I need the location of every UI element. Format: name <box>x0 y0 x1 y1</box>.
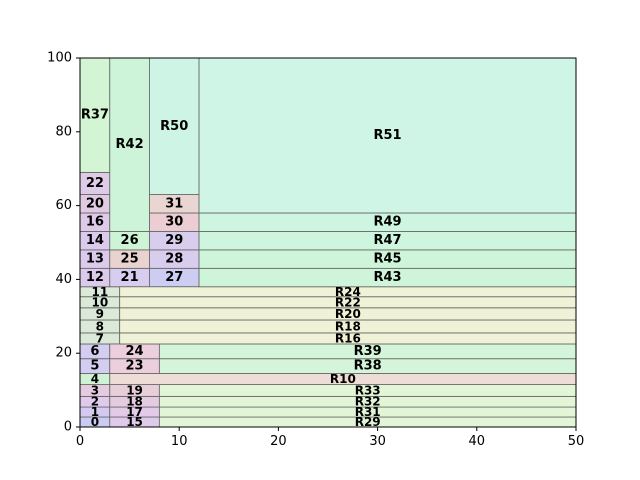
x-tick-label: 10 <box>171 434 188 449</box>
cell-label: R31 <box>355 405 381 419</box>
cell-label: 7 <box>96 331 104 345</box>
cell-label: 8 <box>96 319 104 333</box>
cell-label: R18 <box>335 319 361 333</box>
cell-label: 21 <box>121 270 139 285</box>
y-axis: 0 20 40 60 80 100 <box>47 51 80 435</box>
x-axis: 0 10 20 30 40 50 <box>76 427 584 449</box>
cell-label: 2 <box>91 395 99 409</box>
cell-label: 12 <box>86 270 104 285</box>
cell-label: 15 <box>126 415 143 429</box>
x-tick-label: 20 <box>270 434 287 449</box>
cell-label: 30 <box>165 215 183 230</box>
cell-label: R24 <box>335 285 361 299</box>
cell-label: R43 <box>373 270 401 285</box>
treemap-cell <box>109 57 150 232</box>
cell-label: R50 <box>160 119 188 134</box>
cell-label: 0 <box>91 415 99 429</box>
y-tick-label: 40 <box>55 272 72 287</box>
cell-label: R37 <box>81 108 109 123</box>
y-tick-label: 60 <box>55 198 72 213</box>
cell-label: 20 <box>86 196 104 211</box>
cell-label: 26 <box>121 233 139 248</box>
cell-label: 4 <box>91 372 99 386</box>
cell-label: 16 <box>86 215 104 230</box>
plot-frame <box>79 57 577 428</box>
x-tick-label: 50 <box>568 434 585 449</box>
cell-label: 18 <box>126 395 143 409</box>
treemap-cell <box>149 57 200 195</box>
cell-label: 24 <box>126 344 144 359</box>
cell-label: 10 <box>91 295 108 309</box>
cell-label: R16 <box>335 331 361 345</box>
cell-label: R47 <box>373 233 401 248</box>
cell-label: 25 <box>121 252 139 267</box>
cell-label: 28 <box>165 252 183 267</box>
cell-label: 23 <box>126 359 144 374</box>
y-tick-label: 100 <box>47 51 72 66</box>
cell-label: 14 <box>86 233 104 248</box>
cell-label: R49 <box>373 215 401 230</box>
cell-label: 5 <box>90 359 99 374</box>
x-tick-label: 30 <box>369 434 386 449</box>
x-tick-label: 40 <box>469 434 486 449</box>
cell-label: 3 <box>91 383 99 397</box>
cell-label: R39 <box>354 344 382 359</box>
cell-label: R51 <box>373 128 401 143</box>
cell-label: R38 <box>354 359 382 374</box>
cell-label: R29 <box>355 415 381 429</box>
cell-label: R10 <box>330 372 356 386</box>
y-tick-label: 80 <box>55 124 72 139</box>
y-tick-label: 20 <box>55 346 72 361</box>
cell-label: R32 <box>355 395 381 409</box>
cell-label: 27 <box>165 270 183 285</box>
cell-label: 17 <box>126 405 143 419</box>
x-tick-label: 0 <box>76 434 84 449</box>
cell-label: R33 <box>355 383 381 397</box>
cell-label: 22 <box>86 176 104 191</box>
cell-labels-layer: 01234567891011121314162022R3715171819232… <box>81 108 402 429</box>
cell-label: 13 <box>86 252 104 267</box>
treemap-cell <box>198 57 577 214</box>
cell-label: 1 <box>91 405 99 419</box>
cell-label: 19 <box>126 383 143 397</box>
cell-label: R42 <box>116 137 144 152</box>
cell-label: R22 <box>335 295 361 309</box>
cells-layer <box>79 57 577 428</box>
cell-label: 29 <box>165 233 183 248</box>
cell-label: 9 <box>96 307 104 321</box>
cell-label: 6 <box>90 344 99 359</box>
cell-label: R20 <box>335 307 361 321</box>
y-tick-label: 0 <box>64 420 72 435</box>
cell-label: R45 <box>373 252 401 267</box>
cell-label: 31 <box>165 196 183 211</box>
cell-label: 11 <box>91 285 108 299</box>
